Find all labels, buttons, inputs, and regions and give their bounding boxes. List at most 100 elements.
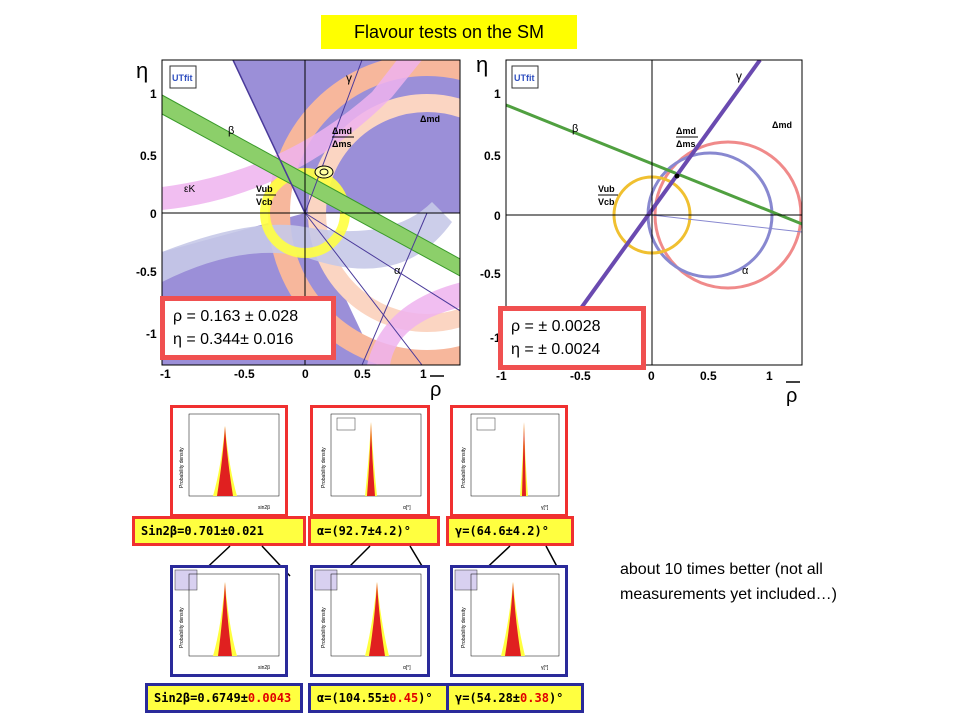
caption-error: 0.38	[520, 691, 549, 705]
xlabel: α[°]	[403, 505, 411, 511]
epsilon-k-band	[162, 60, 422, 210]
x-tick: 0	[648, 369, 655, 383]
xlabel: sin2β	[258, 505, 270, 511]
rho-result: ρ = 0.163 ± 0.028	[173, 308, 299, 325]
x-tick: 0	[302, 367, 309, 381]
x-axis-symbol: ρ	[786, 385, 797, 407]
fit-point	[674, 173, 680, 179]
mini-plot-gamma-bottom: Probability density γ[°]	[450, 565, 568, 677]
dmd-label: Δmd	[420, 114, 440, 124]
mini-plot-sin2b-top: Probability density sin2β	[170, 405, 288, 517]
y-tick: 0	[150, 207, 157, 221]
fit-contour-inner	[319, 168, 329, 176]
slide-title: Flavour tests on the SM	[321, 15, 577, 49]
note-line-2: measurements yet included…)	[620, 586, 837, 603]
x-tick: -1	[160, 367, 171, 381]
y-tick: -0.5	[480, 267, 501, 281]
caption-symbol: α	[317, 524, 325, 538]
x-tick: -1	[496, 369, 507, 383]
caption-value: =(64.6±4.2)°	[462, 524, 549, 538]
vcb-label: Vcb	[256, 197, 273, 207]
x-tick: 1	[420, 367, 427, 381]
ylabel: Probability density	[461, 607, 467, 648]
utfit-logo: UTfit	[172, 73, 193, 83]
xlabel: γ[°]	[541, 505, 549, 511]
beta-line	[506, 103, 802, 226]
fit-contour-outer	[314, 165, 334, 179]
result-box-left: ρ = 0.163 ± 0.028 η = 0.344± 0.016	[160, 296, 336, 360]
epsilon-k-band-lower	[367, 282, 460, 365]
beta-band	[162, 94, 460, 277]
y-tick: -1	[490, 331, 501, 345]
dmd-dms-num: Δmd	[332, 126, 352, 136]
x-axis-symbol: ρ	[430, 379, 441, 400]
dmd-dms-num: Δmd	[676, 126, 696, 136]
alpha-band	[162, 202, 452, 282]
gamma-label: γ	[346, 71, 352, 85]
caption-gamma-top: γ =(64.6±4.2)°	[446, 516, 574, 546]
x-tick: 0.5	[354, 367, 371, 381]
note-line-1: about 10 times better (not all	[620, 561, 823, 578]
caption-sin2b-bottom: Sin2β =0.6749± 0.0043	[145, 683, 303, 713]
gamma-label: γ	[736, 69, 742, 83]
vcb-label: Vcb	[598, 197, 615, 207]
y-tick: 1	[150, 87, 157, 101]
y-tick: 1	[494, 87, 501, 101]
eta-result: η = ± 0.0024	[511, 341, 601, 358]
caption-tail: )°	[418, 691, 433, 705]
ylabel: Probability density	[179, 447, 185, 488]
alpha-label: α	[394, 265, 401, 277]
ylabel: Probability density	[179, 607, 185, 648]
mini-plot-gamma-top: Probability density γ[°]	[450, 405, 568, 517]
caption-symbol: α	[317, 691, 325, 705]
y-tick: 0.5	[140, 149, 157, 163]
y-tick: 0.5	[484, 149, 501, 163]
caption-symbol: γ	[455, 524, 463, 538]
caption-alpha-bottom: α =(104.55± 0.45)°	[308, 683, 450, 713]
caption-value: =(54.28±	[462, 691, 521, 705]
caption-value: =(104.55±	[324, 691, 390, 705]
xlabel: α[°]	[403, 665, 411, 671]
vub-label: Vub	[598, 184, 615, 194]
y-tick: 0	[494, 209, 501, 223]
ylabel: Probability density	[461, 447, 467, 488]
beta-label: β	[228, 125, 234, 137]
caption-value: =0.701±0.021	[177, 524, 264, 538]
caption-sin2b-top: Sin2β =0.701±0.021	[132, 516, 306, 546]
ylabel: Probability density	[321, 447, 327, 488]
x-tick: -0.5	[570, 369, 591, 383]
epsilon-label: εK	[184, 184, 195, 195]
dmd-label: Δmd	[772, 120, 792, 130]
y-tick: -0.5	[136, 265, 157, 279]
slide-title-text: Flavour tests on the SM	[353, 21, 545, 42]
x-tick: -0.5	[234, 367, 255, 381]
caption-symbol: γ	[455, 691, 463, 705]
ylabel: Probability density	[321, 607, 327, 648]
xlabel: sin2β	[258, 665, 270, 671]
mini-plot-sin2b-bottom: Probability density sin2β	[170, 565, 288, 677]
result-box-right: ρ = ± 0.0028 η = ± 0.0024	[498, 306, 646, 370]
vub-label: Vub	[256, 184, 273, 194]
caption-symbol: Sin2β	[154, 691, 191, 705]
y-tick: -1	[146, 327, 157, 341]
x-tick: 0.5	[700, 369, 717, 383]
dmd-dms-den: Δms	[332, 139, 351, 149]
caption-value: =0.6749±	[190, 691, 248, 705]
xlabel: γ[°]	[541, 665, 549, 671]
caption-tail: )°	[548, 691, 564, 705]
utfit-logo: UTfit	[514, 73, 535, 83]
caption-value: =(92.7±4.2)°	[324, 524, 411, 538]
beta-label: β	[572, 123, 578, 135]
caption-symbol: Sin2β	[141, 524, 178, 538]
x-tick: 1	[766, 369, 773, 383]
y-axis-symbol: η	[476, 52, 488, 77]
alpha-label: α	[742, 265, 749, 277]
caption-error: 0.45	[389, 691, 419, 705]
eta-result: η = 0.344± 0.016	[173, 331, 294, 348]
y-axis-symbol: η	[136, 58, 148, 83]
rho-result: ρ = ± 0.0028	[511, 318, 601, 335]
mini-plot-alpha-bottom: Probability density α[°]	[310, 565, 430, 677]
caption-error: 0.0043	[247, 691, 292, 705]
mini-plot-alpha-top: Probability density α[°]	[310, 405, 430, 517]
improvement-note: about 10 times better (not all measureme…	[620, 557, 837, 607]
